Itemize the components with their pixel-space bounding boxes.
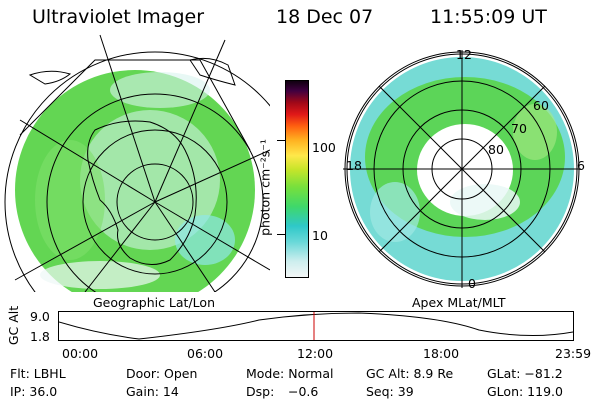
- orbit-timeline: [58, 311, 574, 341]
- status-gain: Gain: 14: [126, 384, 179, 399]
- mlt-label-6: 6: [577, 158, 585, 173]
- altitude-curve: [59, 312, 573, 340]
- time-tick-0000: 00:00: [62, 346, 99, 361]
- mlat-label-80: 80: [488, 142, 504, 157]
- time-tick-0600: 06:00: [187, 346, 224, 361]
- mlt-label-0: 0: [468, 276, 476, 291]
- geographic-map: [4, 34, 270, 292]
- geo-panel-title: Geographic Lat/Lon: [93, 295, 215, 310]
- alt-axis-label: GC Alt: [6, 305, 22, 346]
- geo-longitude-grid: [14, 34, 270, 292]
- geo-emission-core: [80, 110, 220, 250]
- mlat-label-60: 60: [533, 98, 549, 113]
- alt-tick-high: 9.0: [30, 309, 50, 324]
- time-tick-2359: 23:59: [555, 346, 592, 361]
- status-glon: GLon: 119.0: [487, 384, 563, 399]
- status-door: Door: Open: [126, 366, 198, 381]
- magnetic-map: [343, 50, 581, 288]
- status-gc-alt: GC Alt: 8.9 Re: [366, 366, 454, 381]
- mag-mlt-grid: [343, 50, 581, 288]
- status-flt: Flt: LBHL: [10, 366, 66, 381]
- colorbar-tick-100: 100: [312, 140, 336, 155]
- mag-panel-title: Apex MLat/MLT: [412, 295, 506, 310]
- geo-latitude-grid: [4, 51, 270, 292]
- time-tick-1800: 18:00: [423, 346, 460, 361]
- date-label: 18 Dec 07: [276, 6, 374, 28]
- coastline: [87, 120, 197, 265]
- mlt-label-18: 18: [346, 158, 362, 173]
- instrument-title: Ultraviolet Imager: [32, 6, 205, 28]
- status-dsp-value: −0.6: [288, 384, 319, 399]
- time-label: 11:55:09 UT: [430, 6, 547, 28]
- status-dsp-label: Dsp:: [246, 384, 275, 399]
- colorbar-tick-10: 10: [312, 228, 328, 243]
- status-mode: Mode: Normal: [246, 366, 334, 381]
- status-glat: GLat: −81.2: [487, 366, 563, 381]
- mlt-label-12: 12: [456, 47, 472, 62]
- colorbar-label: photon cm⁻²s⁻¹: [257, 139, 273, 236]
- alt-tick-low: 1.8: [30, 329, 50, 344]
- mlat-label-70: 70: [511, 121, 527, 136]
- status-seq: Seq: 39: [366, 384, 414, 399]
- status-ip: IP: 36.0: [10, 384, 58, 399]
- time-tick-1200: 12:00: [297, 346, 334, 361]
- colorbar: [285, 80, 309, 278]
